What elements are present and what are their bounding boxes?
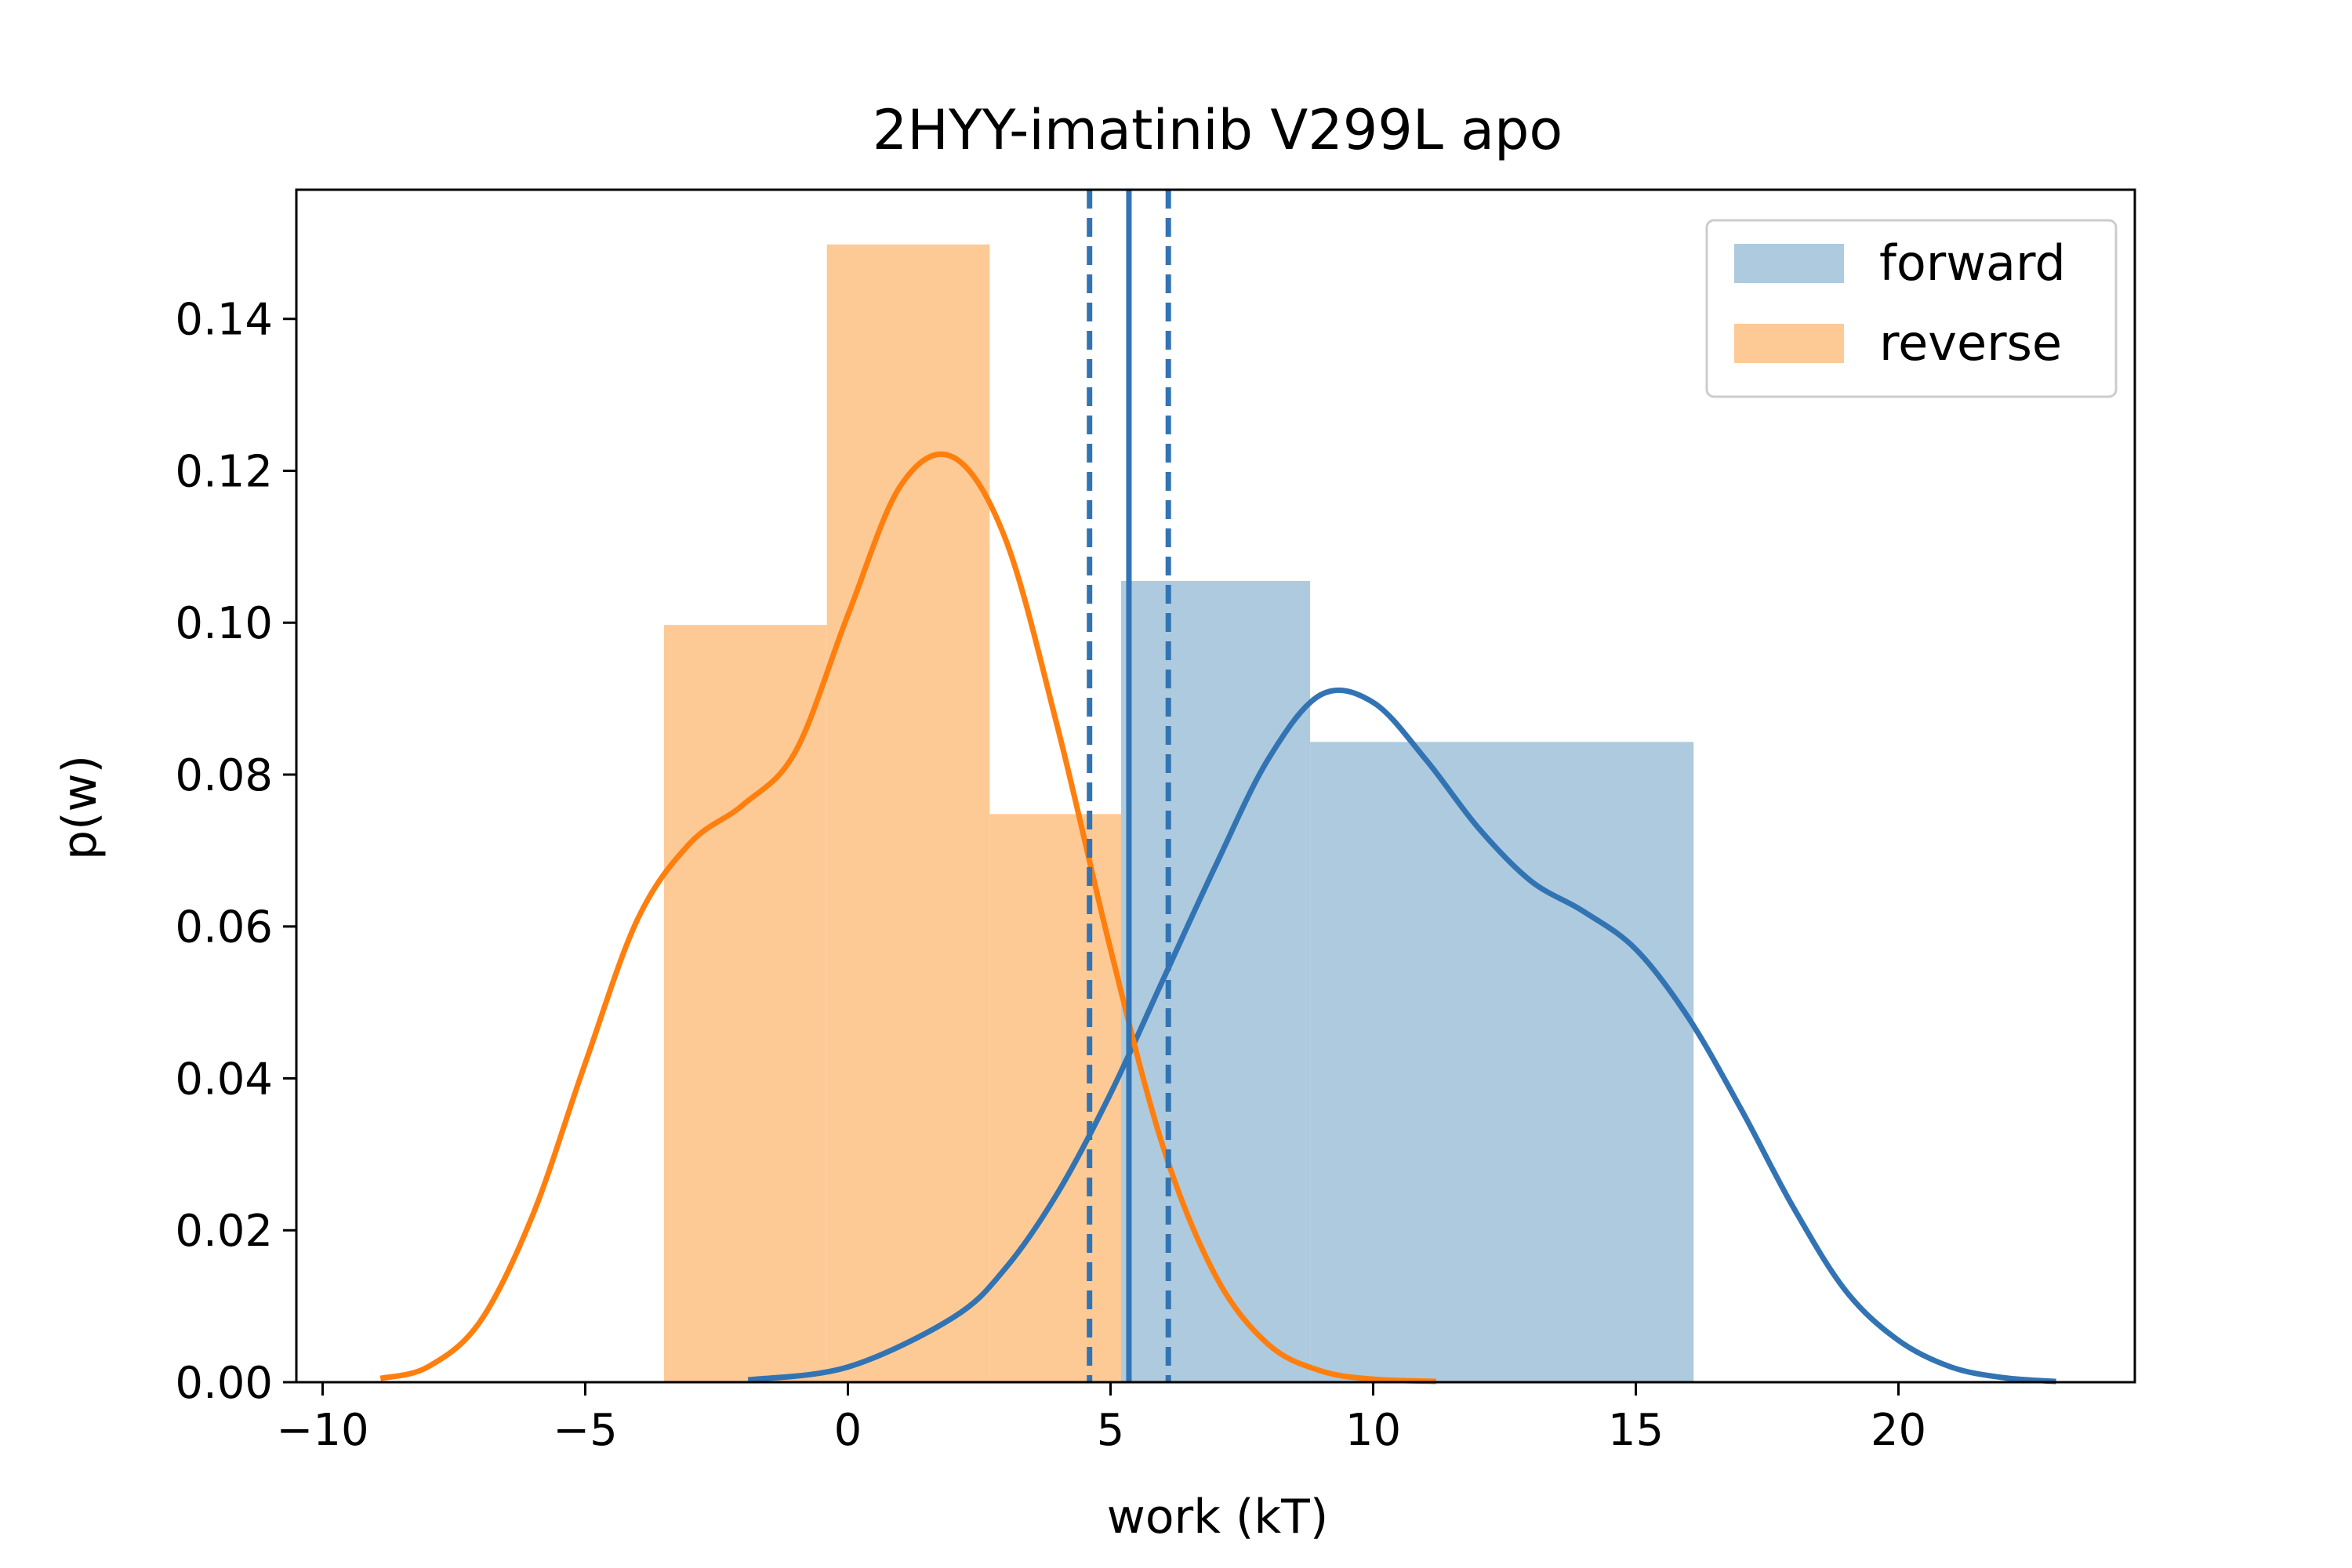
- legend: forward reverse: [1705, 219, 2118, 398]
- x-tick-label: 20: [1871, 1405, 1926, 1456]
- y-axis: 0.00 0.02 0.04 0.06 0.08 0.10 0.12 0.14: [175, 295, 296, 1409]
- y-axis-label: p(w): [53, 755, 107, 860]
- y-tick-label: 0.12: [175, 446, 273, 497]
- legend-swatch-forward: [1734, 244, 1844, 283]
- y-tick-label: 0.04: [175, 1054, 273, 1105]
- hist-bar-reverse-0: [664, 625, 827, 1382]
- x-axis-label: work (kT): [1107, 1490, 1328, 1544]
- x-tick-label: 5: [1097, 1405, 1125, 1456]
- y-tick-label: 0.10: [175, 598, 273, 649]
- hist-bar-reverse-1: [826, 244, 990, 1382]
- y-tick-label: 0.06: [175, 902, 273, 953]
- x-tick-label: −10: [276, 1405, 368, 1456]
- y-tick-label: 0.00: [175, 1358, 273, 1409]
- y-tick-label: 0.08: [175, 750, 273, 801]
- legend-swatch-reverse: [1734, 324, 1844, 363]
- hist-bar-forward-0: [1120, 580, 1311, 1382]
- histogram-layer: [664, 244, 1694, 1382]
- legend-label-forward: forward: [1879, 234, 2066, 292]
- chart-title: 2HYY-imatinib V299L apo: [873, 98, 1563, 162]
- hist-bar-forward-1: [1310, 742, 1694, 1382]
- x-tick-label: −5: [553, 1405, 618, 1456]
- kde-curve-forward: [747, 687, 2056, 1385]
- vline-layer: [1087, 190, 1171, 1382]
- x-tick-label: 0: [834, 1405, 862, 1456]
- legend-label-reverse: reverse: [1879, 314, 2062, 372]
- y-tick-label: 0.02: [175, 1206, 273, 1257]
- y-tick-label: 0.14: [175, 295, 273, 346]
- x-tick-label: 10: [1345, 1405, 1401, 1456]
- kde-curve-reverse: [379, 451, 1437, 1385]
- x-tick-label: 15: [1608, 1405, 1664, 1456]
- plot-frame: [295, 188, 2136, 1384]
- kde-layer: [379, 451, 2056, 1385]
- x-axis: −10 −5 0 5 10 15 20: [276, 1382, 1926, 1456]
